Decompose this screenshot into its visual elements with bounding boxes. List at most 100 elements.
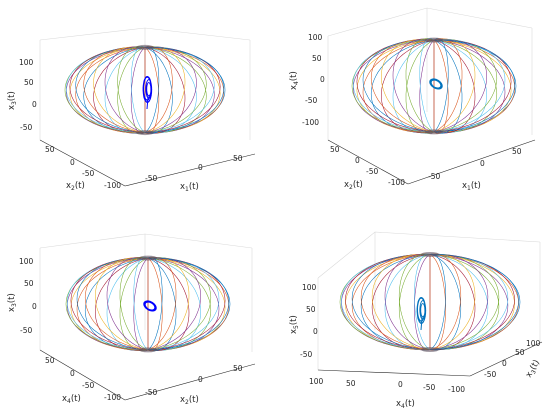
meridian-curve xyxy=(433,39,498,133)
meridian-curve xyxy=(147,257,190,351)
meridian-curve xyxy=(70,257,149,351)
panel-2: 100 50 0 -50 -100 x4(t) 50 0 -50 -100 x2… xyxy=(289,7,536,192)
meridian-curve xyxy=(144,47,215,134)
meridian-curve xyxy=(147,257,220,351)
meridian-curve xyxy=(351,254,431,350)
axes-box-back xyxy=(39,27,251,140)
meridian-curve xyxy=(429,254,509,350)
y-tick-label: 50 xyxy=(515,348,525,357)
y-tick-label: 0 xyxy=(70,158,75,167)
meridian-curve xyxy=(106,257,149,351)
z-tick-label: -50 xyxy=(20,326,32,335)
meridian-curve xyxy=(429,253,476,350)
y-tick-label: 0 xyxy=(355,156,360,165)
meridian-curve xyxy=(371,253,431,350)
sphere-meridians xyxy=(64,44,226,136)
axis-lines xyxy=(39,139,256,187)
meridian-curve xyxy=(144,46,186,133)
meridian-curve xyxy=(66,257,149,351)
meridian-curve xyxy=(433,39,487,134)
y-tick-label: 50 xyxy=(330,145,340,154)
meridian-curve xyxy=(429,254,500,351)
z-tick-label: 0 xyxy=(313,327,318,336)
meridian-curve xyxy=(429,253,500,350)
x-tick-label: 0 xyxy=(480,159,485,168)
z-tick-label: -50 xyxy=(300,350,312,359)
meridian-curve xyxy=(429,253,446,350)
meridian-curve xyxy=(429,254,476,351)
meridian-curve xyxy=(356,39,435,133)
z-axis-label: x3(t) xyxy=(7,91,18,110)
meridian-curve xyxy=(384,253,431,350)
x-tick-label: 50 xyxy=(233,154,243,163)
meridian-curve xyxy=(392,38,435,133)
meridian-curve xyxy=(433,39,517,133)
meridian-curve xyxy=(433,39,512,133)
meridian-curve xyxy=(147,257,230,351)
y-tick-label: -50 xyxy=(366,167,378,176)
z-tick-label: -50 xyxy=(20,123,32,132)
z-tick-label: 100 xyxy=(308,33,323,42)
trajectory-tail xyxy=(420,317,423,331)
pole-bottom xyxy=(139,347,157,353)
meridian-curve xyxy=(83,46,146,133)
pole-top xyxy=(425,37,443,43)
meridian-curve xyxy=(429,253,462,350)
meridian-curve xyxy=(360,253,431,350)
meridian-curve xyxy=(392,39,435,134)
y-axis-label: x3(t) xyxy=(524,358,543,380)
meridian-curve xyxy=(65,47,146,133)
z-tick-label: 100 xyxy=(19,58,34,67)
z-axis-label: x4(t) xyxy=(289,71,300,90)
x-tick-label: -50 xyxy=(423,383,435,392)
meridian-curve xyxy=(75,46,146,133)
meridian-curve xyxy=(429,254,519,350)
meridian-curve xyxy=(414,253,431,350)
y-tick-label: 50 xyxy=(45,145,55,154)
x-tick-label: 50 xyxy=(346,379,356,388)
x-tick-label: -100 xyxy=(448,385,465,394)
z-tick-label: 0 xyxy=(32,302,37,311)
meridian-curve xyxy=(147,257,201,351)
meridian-curve xyxy=(414,254,431,351)
z-tick-label: 100 xyxy=(19,257,34,266)
sphere-meridians xyxy=(351,37,517,135)
x-tick-label: -50 xyxy=(428,172,440,181)
axes-box-back xyxy=(327,7,533,140)
z-axis-label: x5(t) xyxy=(289,315,300,334)
panel-4: 100 50 0 -50 x5(t) 100 50 0 -50 -100 x4(… xyxy=(289,231,543,410)
trajectory xyxy=(429,78,443,90)
z-tick-label: 100 xyxy=(302,283,317,292)
meridian-curve xyxy=(360,254,431,351)
y-tick-label: -50 xyxy=(82,169,94,178)
trajectory xyxy=(143,300,157,312)
meridian-curve xyxy=(65,257,149,351)
z-tick-label: -50 xyxy=(305,96,317,105)
meridian-curve xyxy=(95,257,149,351)
z-tick-label: 50 xyxy=(24,78,34,87)
meridian-curve xyxy=(147,256,177,351)
meridian-curve xyxy=(144,46,173,133)
panel-3: 100 50 0 -50 x3(t) 50 0 -50 -100 x4(t) -… xyxy=(7,233,256,406)
x-axis-label: x1(t) xyxy=(180,182,199,193)
meridian-curve xyxy=(352,39,435,133)
z-tick-label: 50 xyxy=(306,305,316,314)
meridian-curve xyxy=(398,253,431,350)
x-tick-label: 0 xyxy=(398,380,403,389)
x-axis-label: x2(t) xyxy=(180,395,199,406)
x-tick-label: 0 xyxy=(198,375,203,384)
meridian-curve xyxy=(345,254,431,350)
meridian-curve xyxy=(433,39,516,133)
meridian-curve xyxy=(144,47,226,133)
sphere-meridians xyxy=(65,255,231,353)
meridian-curve xyxy=(433,38,476,133)
meridian-curve xyxy=(433,39,506,133)
meridian-curve xyxy=(429,254,515,350)
meridian-curve xyxy=(144,46,197,133)
meridian-curve xyxy=(119,256,149,351)
meridian-curve xyxy=(93,46,146,133)
pole-top xyxy=(421,251,439,257)
trajectory-tail xyxy=(146,96,149,110)
x-tick-label: -50 xyxy=(145,174,157,183)
